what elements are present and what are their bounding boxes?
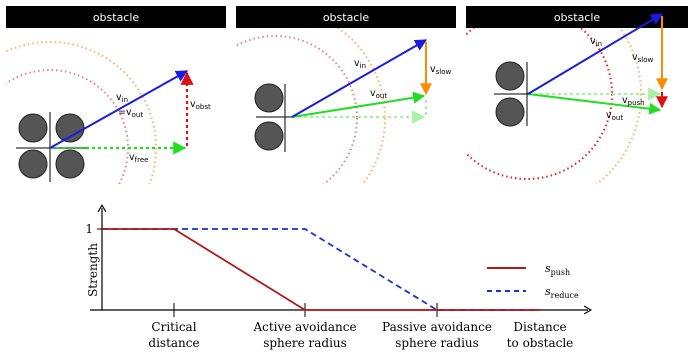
v-slow-label: vslow xyxy=(632,52,653,64)
strength-plot: 1 Strength Critical distance Active avoida… xyxy=(85,203,593,350)
v-out-vector xyxy=(291,91,426,118)
obstacle-bar xyxy=(466,6,688,28)
passive-sphere-circle xyxy=(6,41,157,184)
v-out-eq-label: =vout xyxy=(118,107,143,119)
v-slow-label: vslow xyxy=(430,64,451,76)
v-obst-label: vobst xyxy=(190,99,211,111)
panel-2: obstacle vin vslow vout xyxy=(236,6,456,184)
x-tick-label: Passive avoidance xyxy=(382,320,492,334)
v-out-label: vout xyxy=(606,110,623,122)
x-tick-label: to obstacle xyxy=(507,336,574,350)
active-sphere-circle xyxy=(236,35,358,184)
obstacle-label: obstacle xyxy=(93,11,140,24)
x-tick-label: Distance xyxy=(513,320,566,334)
legend-label-reduce: sreduce xyxy=(545,285,579,300)
obstacle-label: obstacle xyxy=(554,11,601,24)
v-in-label: vin xyxy=(354,58,366,70)
v-free-label: vfree xyxy=(129,152,148,164)
x-tick-label: Critical xyxy=(151,320,196,334)
v-in-vector xyxy=(49,70,189,149)
v-out-vector xyxy=(527,93,662,115)
series-line-reduce xyxy=(102,228,540,311)
v-in-vector xyxy=(291,39,428,118)
x-ticks: Critical distance Active avoidance sphere r… xyxy=(148,303,573,350)
x-tick-label: sphere radius xyxy=(395,336,479,350)
series-layer xyxy=(102,228,540,311)
v-in-label: vin xyxy=(590,36,602,48)
v-out-label: vout xyxy=(370,88,387,100)
obstacle-label: obstacle xyxy=(323,11,370,24)
obstacle-bar xyxy=(6,6,226,28)
robot xyxy=(16,112,86,182)
robot xyxy=(254,83,292,152)
x-tick-label: Active avoidance xyxy=(252,320,356,334)
obstacle-bar xyxy=(236,6,456,28)
x-tick-label: sphere radius xyxy=(263,336,347,350)
y-tick-label: 1 xyxy=(85,222,93,236)
v-in-vector xyxy=(527,13,664,95)
panel-1: obstacle vin =vout vobst vfree xyxy=(6,6,226,184)
y-axis-label: Strength xyxy=(86,243,100,297)
series-line-push xyxy=(102,228,540,311)
v-push-label: vpush xyxy=(622,95,645,107)
robot xyxy=(494,61,528,127)
v-in-label: vin xyxy=(116,92,128,104)
legend: spush sreduce xyxy=(487,262,579,300)
passive-sphere-circle xyxy=(595,28,642,184)
x-tick-label: distance xyxy=(148,336,199,350)
legend-label-push: spush xyxy=(545,262,570,277)
panel-3: obstacle vin vslow vpush vout xyxy=(466,6,688,184)
